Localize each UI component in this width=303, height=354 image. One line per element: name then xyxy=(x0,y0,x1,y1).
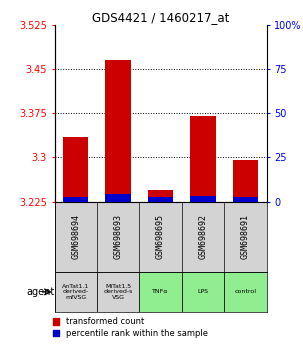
Text: GSM698694: GSM698694 xyxy=(71,215,80,259)
Bar xyxy=(182,272,224,312)
Bar xyxy=(55,272,97,312)
Text: GSM698695: GSM698695 xyxy=(156,215,165,259)
Bar xyxy=(63,137,88,201)
Text: GSM698691: GSM698691 xyxy=(241,215,250,259)
Bar xyxy=(233,198,258,201)
Bar xyxy=(190,116,216,201)
Bar xyxy=(233,160,258,201)
Bar xyxy=(148,198,173,201)
Text: AnTat1.1
derived-
mfVSG: AnTat1.1 derived- mfVSG xyxy=(62,284,89,300)
Bar xyxy=(224,272,267,312)
Text: TNFα: TNFα xyxy=(152,290,169,295)
Bar xyxy=(105,60,131,201)
Text: control: control xyxy=(235,290,256,295)
Bar xyxy=(97,272,139,312)
Text: GSM698692: GSM698692 xyxy=(198,215,208,259)
Text: MiTat1.5
derived-s
VSG: MiTat1.5 derived-s VSG xyxy=(104,284,133,300)
Text: agent: agent xyxy=(27,287,55,297)
Bar xyxy=(139,272,182,312)
Legend: transformed count, percentile rank within the sample: transformed count, percentile rank withi… xyxy=(53,318,208,338)
Title: GDS4421 / 1460217_at: GDS4421 / 1460217_at xyxy=(92,11,229,24)
Bar xyxy=(105,194,131,201)
Bar xyxy=(190,196,216,201)
Text: GSM698693: GSM698693 xyxy=(114,215,123,259)
Text: LPS: LPS xyxy=(198,290,208,295)
Bar xyxy=(148,190,173,201)
Bar xyxy=(63,197,88,201)
